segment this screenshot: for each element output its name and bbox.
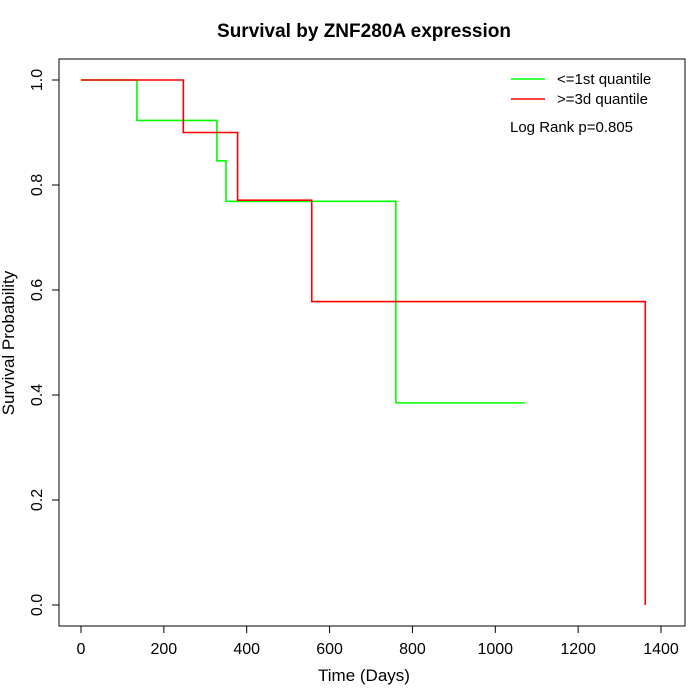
- log-rank-annotation: Log Rank p=0.805: [510, 119, 633, 136]
- legend-label: >=3d quantile: [557, 91, 648, 108]
- chart-title: Survival by ZNF280A expression: [217, 21, 511, 42]
- series-layer: [81, 79, 647, 605]
- series-line-1: [81, 79, 526, 404]
- x-tick-label: 400: [233, 641, 260, 658]
- legend-label: <=1st quantile: [557, 71, 651, 88]
- plot-frame: [58, 58, 686, 627]
- y-tick-label: 0.0: [29, 594, 46, 616]
- x-tick-label: 800: [399, 641, 426, 658]
- x-tick-label: 1400: [643, 641, 679, 658]
- series-line-2: [81, 79, 647, 605]
- x-axis-label: Time (Days): [318, 666, 410, 685]
- x-tick-label: 200: [151, 641, 178, 658]
- y-tick-label: 0.4: [29, 384, 46, 406]
- y-axis-label: Survival Probability: [0, 270, 18, 415]
- y-tick-label: 1.0: [29, 69, 46, 91]
- y-tick-label: 0.8: [29, 174, 46, 196]
- x-axis: 0 200 400 600 800 1000 1200 1400: [77, 625, 679, 658]
- x-tick-label: 600: [316, 641, 343, 658]
- y-tick-label: 0.6: [29, 279, 46, 301]
- x-tick-label: 1200: [560, 641, 596, 658]
- y-tick-label: 0.2: [29, 489, 46, 511]
- x-tick-label: 0: [77, 641, 86, 658]
- y-axis: 0.0 0.2 0.4 0.6 0.8 1.0: [29, 69, 60, 616]
- legend: <=1st quantile >=3d quantile: [511, 71, 651, 108]
- x-tick-label: 1000: [477, 641, 513, 658]
